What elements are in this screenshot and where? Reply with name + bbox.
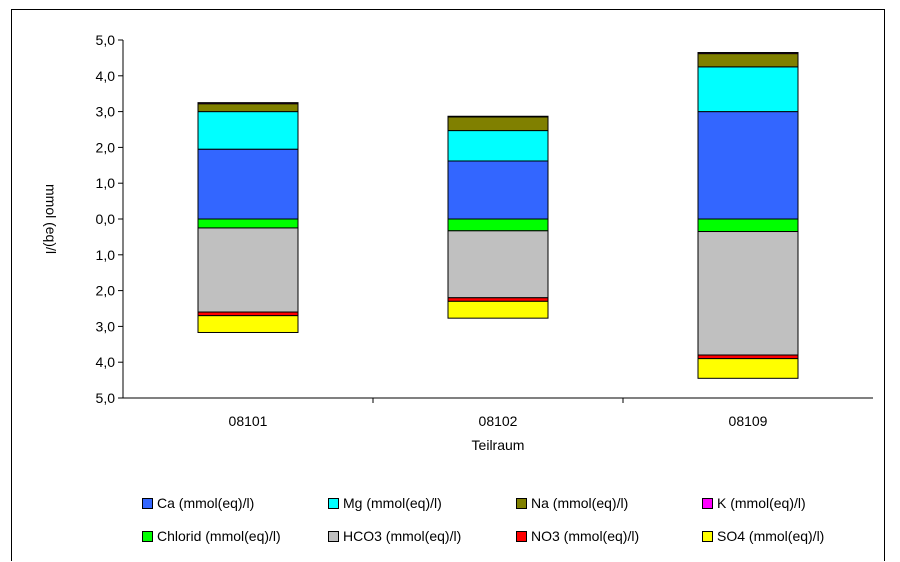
legend-label: Mg (mmol(eq)/l) [343,495,442,511]
y-tick-label: 5,0 [96,390,116,406]
bar-segment [697,53,799,68]
x-tick-label: 08101 [229,413,268,429]
bar-segment [447,218,549,232]
legend-label: Chlorid (mmol(eq)/l) [157,528,281,544]
y-tick-label: 4,0 [96,68,116,84]
legend-item: NO3 (mmol(eq)/l) [516,528,702,544]
bar-segment [447,116,549,132]
bar-segment [197,218,299,229]
y-tick-label: 2,0 [96,139,116,155]
bar-segment [447,300,549,319]
legend-label: SO4 (mmol(eq)/l) [717,528,825,544]
chart-svg: 5,0 4,0 3,0 2,0 1,0 0,0 1,0 2,0 3,0 4,0 5,0 08101 08… [43,32,873,453]
legend-item: SO4 (mmol(eq)/l) [702,528,882,544]
bar-segment [197,227,299,313]
y-tick-label: 1,0 [96,247,116,263]
bar-segment [697,52,799,55]
bar-segment [697,111,799,220]
bar-segment [697,231,799,356]
legend-swatch [516,497,527,509]
bar-segment [697,358,799,379]
bar-segment [447,230,549,299]
y-tick-label: 3,0 [96,318,116,334]
legend-swatch [142,530,153,542]
legend-row: Ca (mmol(eq)/l) Mg (mmol(eq)/l) Na (mmol(e… [142,492,882,514]
legend-swatch [328,530,339,542]
y-tick-label: 1,0 [96,175,116,191]
legend-label: HCO3 (mmol(eq)/l) [343,528,462,544]
legend-label: Ca (mmol(eq)/l) [157,495,255,511]
legend-item: Mg (mmol(eq)/l) [328,495,516,511]
bar-segment [197,315,299,333]
bar-segment [197,111,299,150]
legend: Ca (mmol(eq)/l) Mg (mmol(eq)/l) Na (mmol(e… [142,492,882,558]
bar-segment [447,115,549,118]
y-axis-title: mmol (eq)/l [43,184,59,254]
legend-swatch [702,530,713,542]
legend-swatch [516,530,527,542]
legend-swatch [328,497,339,509]
x-tick-label: 08102 [479,413,518,429]
legend-label: K (mmol(eq)/l) [717,495,806,511]
legend-item: K (mmol(eq)/l) [702,495,882,511]
bar-segment [197,148,299,220]
legend-swatch [702,497,713,509]
bar-segment [447,297,549,302]
y-tick-label: 5,0 [96,32,116,48]
y-tick-label: 4,0 [96,354,116,370]
bar-segment [697,354,799,360]
bar-segment [447,130,549,162]
legend-label: NO3 (mmol(eq)/l) [531,528,640,544]
bar-segment [197,103,299,113]
bar-segment [447,160,549,220]
y-tick-label: 0,0 [96,211,116,227]
bar-segment [697,66,799,113]
y-tick-label: 3,0 [96,104,116,120]
x-tick-label: 08109 [729,413,768,429]
legend-item: Ca (mmol(eq)/l) [142,495,328,511]
legend-item: HCO3 (mmol(eq)/l) [328,528,516,544]
legend-swatch [142,497,153,509]
bar-segment [197,311,299,317]
bar-segment [697,218,799,233]
legend-item: Na (mmol(eq)/l) [516,495,702,511]
x-axis-title: Teilraum [472,437,525,453]
legend-item: Chlorid (mmol(eq)/l) [142,528,328,544]
chart-frame: 5,0 4,0 3,0 2,0 1,0 0,0 1,0 2,0 3,0 4,0 5,0 08101 08… [11,9,885,561]
bar-segment [197,102,299,105]
legend-label: Na (mmol(eq)/l) [531,495,629,511]
legend-row: Chlorid (mmol(eq)/l) HCO3 (mmol(eq)/l) NO3… [142,525,882,547]
y-tick-label: 2,0 [96,283,116,299]
